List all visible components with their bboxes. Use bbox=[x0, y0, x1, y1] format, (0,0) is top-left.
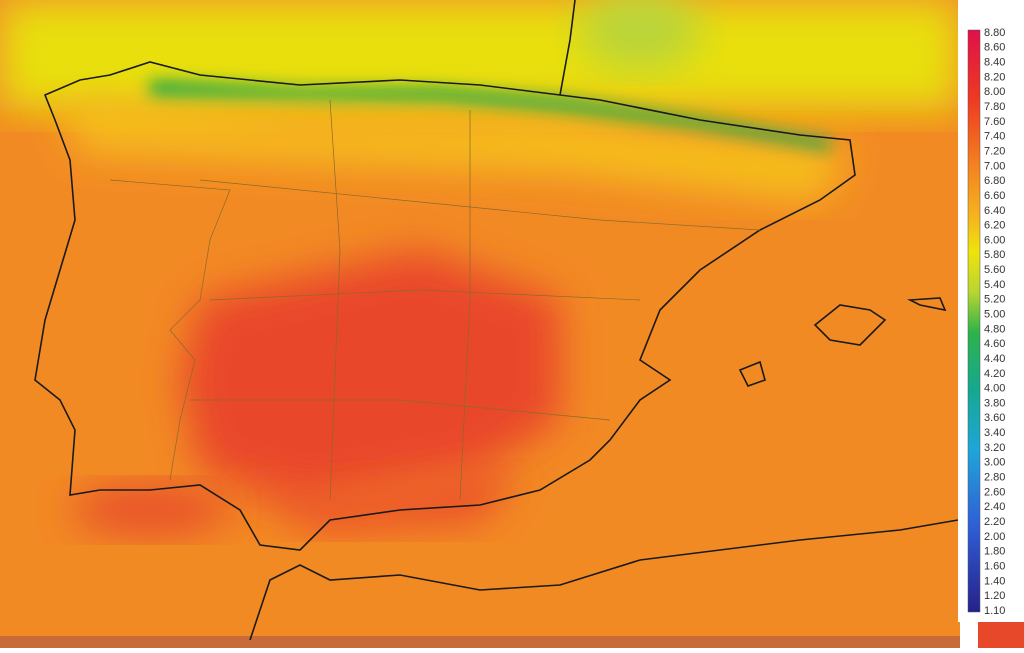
legend-label: 4.20 bbox=[984, 368, 1005, 380]
legend-label: 7.60 bbox=[984, 116, 1005, 128]
legend-label: 1.80 bbox=[984, 546, 1005, 558]
legend-label: 8.60 bbox=[984, 42, 1005, 54]
legend-label: 6.00 bbox=[984, 234, 1005, 246]
legend-label: 1.10 bbox=[984, 605, 1005, 617]
legend-label: 6.60 bbox=[984, 190, 1005, 202]
legend-label: 4.80 bbox=[984, 323, 1005, 335]
legend-label: 2.00 bbox=[984, 531, 1005, 543]
coastlines bbox=[34, 0, 959, 641]
legend-label: 8.20 bbox=[984, 71, 1005, 83]
legend-label: 5.60 bbox=[984, 264, 1005, 276]
borders bbox=[109, 99, 761, 501]
legend-label: 6.80 bbox=[984, 175, 1005, 187]
legend-label: 3.20 bbox=[984, 442, 1005, 454]
legend-label: 7.40 bbox=[984, 131, 1005, 143]
legend-label: 4.40 bbox=[984, 353, 1005, 365]
legend-label: 4.00 bbox=[984, 383, 1005, 395]
legend-label: 8.00 bbox=[984, 86, 1005, 98]
legend-label: 4.60 bbox=[984, 338, 1005, 350]
heat-field bbox=[0, 0, 960, 648]
legend bbox=[958, 0, 1024, 648]
legend-label: 8.40 bbox=[984, 57, 1005, 69]
legend-label: 5.00 bbox=[984, 308, 1005, 320]
legend-label: 3.60 bbox=[984, 412, 1005, 424]
legend-label: 7.80 bbox=[984, 101, 1005, 113]
legend-label: 3.00 bbox=[984, 457, 1005, 469]
legend-label: 2.40 bbox=[984, 501, 1005, 513]
legend-label: 6.40 bbox=[984, 205, 1005, 217]
legend-label: 5.20 bbox=[984, 294, 1005, 306]
legend-label: 1.20 bbox=[984, 590, 1005, 602]
legend-label: 1.60 bbox=[984, 560, 1005, 572]
legend-label: 6.20 bbox=[984, 220, 1005, 232]
legend-label: 7.20 bbox=[984, 145, 1005, 157]
legend-label: 2.60 bbox=[984, 486, 1005, 498]
legend-label: 2.80 bbox=[984, 472, 1005, 484]
legend-label: 1.40 bbox=[984, 575, 1005, 587]
legend-label: 2.20 bbox=[984, 516, 1005, 528]
legend-label: 5.80 bbox=[984, 249, 1005, 261]
legend-label: 3.80 bbox=[984, 397, 1005, 409]
legend-label: 7.00 bbox=[984, 160, 1005, 172]
legend-label: 3.40 bbox=[984, 427, 1005, 439]
legend-label: 8.80 bbox=[984, 27, 1005, 39]
legend-label: 5.40 bbox=[984, 279, 1005, 291]
